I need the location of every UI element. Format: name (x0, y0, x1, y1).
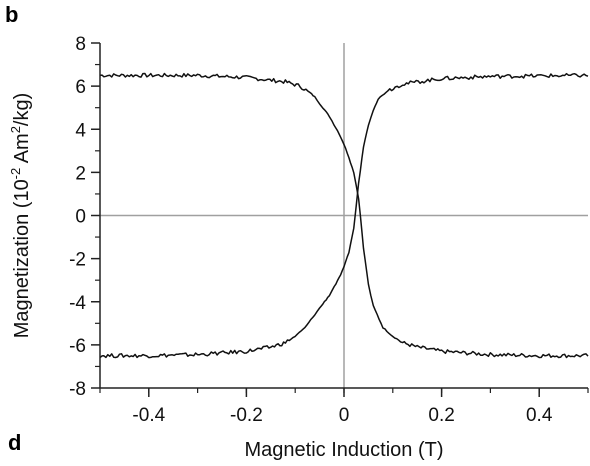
y-tick-label: 2 (75, 163, 86, 184)
panel-label-top: b (5, 2, 19, 27)
x-tick-label: 0.2 (428, 405, 454, 426)
x-axis-label: Magnetic Induction (T) (245, 439, 444, 461)
y-axis-label-exp1: -2 (8, 168, 23, 180)
series-line-1 (99, 72, 589, 359)
y-axis-label-suffix: /kg) (11, 93, 33, 126)
series-line-2 (99, 72, 589, 359)
y-tick-label: 4 (75, 120, 86, 141)
y-axis-label-mid: Am (11, 133, 33, 167)
y-tick-label: 6 (75, 77, 86, 98)
x-tick-label: -0.4 (132, 405, 165, 426)
y-tick-label: 0 (75, 207, 86, 228)
y-tick-label: -8 (69, 379, 86, 400)
y-axis-label-prefix: Magnetization (10 (11, 179, 33, 338)
x-tick-label: 0 (339, 405, 350, 426)
y-axis-label: Magnetization (10-2 Am2/kg) (8, 93, 33, 339)
y-tick-label: -4 (69, 293, 86, 314)
panel-label-bottom: d (8, 430, 22, 455)
x-tick-label: 0.4 (526, 405, 553, 426)
series-layer (99, 72, 589, 359)
y-tick-label: -6 (69, 336, 86, 357)
x-tick-label: -0.2 (230, 405, 263, 426)
y-axis-label-exp2: 2 (8, 126, 23, 133)
y-tick-label: -2 (69, 250, 86, 271)
ticks: -8 -6 -4 -2 0 2 4 6 8 -0.4 -0.2 0 0.2 0.4 (69, 34, 589, 426)
y-tick-label: 8 (75, 34, 86, 55)
reference-lines (100, 43, 588, 388)
